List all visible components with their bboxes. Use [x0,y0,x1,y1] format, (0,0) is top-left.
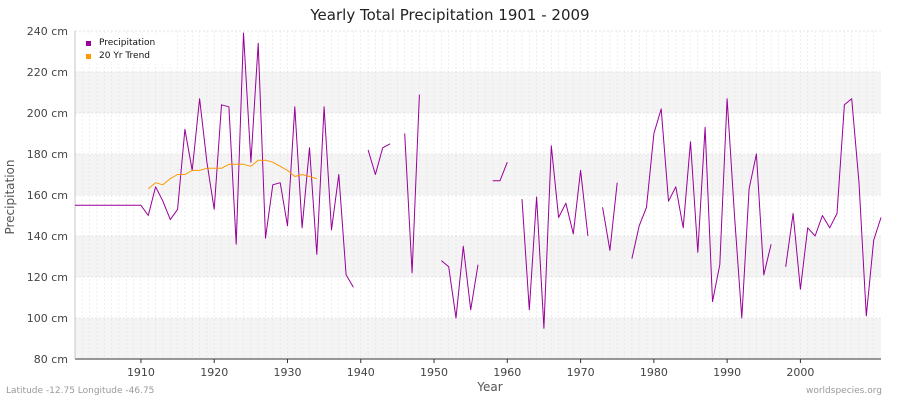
series-precipitation [75,32,882,329]
x-tick-label: 1970 [567,366,595,379]
chart-legend: Precipitation 20 Yr Trend [80,34,176,64]
legend-label-precipitation: Precipitation [99,38,156,48]
y-axis-label: Precipitation [3,159,17,235]
x-tick-label: 1980 [640,366,668,379]
series-line-segment [404,94,420,274]
series-line-segment [521,145,589,329]
series-line-segment [785,98,882,317]
y-tick-label: 180 cm [27,148,68,161]
y-tick-label: 140 cm [27,230,68,243]
y-tick-label: 100 cm [27,312,68,325]
source-credit: worldspecies.org [805,386,882,396]
x-tick-label: 1930 [273,366,301,379]
y-tick-label: 160 cm [27,189,68,202]
grid-lines [74,30,881,360]
series-line-segment [147,159,317,190]
y-tick-label: 240 cm [27,25,68,38]
series-lines [75,32,882,329]
x-tick-label: 1950 [420,366,448,379]
legend-swatch-precipitation [86,41,91,46]
series-trend [147,159,317,190]
legend-swatch-trend [86,54,91,59]
x-tick-label: 1940 [347,366,375,379]
x-tick-label: 1910 [127,366,155,379]
x-axis-label: Year [477,380,503,394]
series-line-segment [441,245,479,319]
series-line-segment [75,32,354,288]
y-tick-label: 120 cm [27,271,68,284]
x-tick-label: 1990 [713,366,741,379]
y-tick-label: 80 cm [34,353,68,366]
legend-label-trend: 20 Yr Trend [99,51,151,61]
x-tick-label: 2000 [786,366,814,379]
x-tick-label: 1920 [200,366,228,379]
series-line-segment [631,98,772,319]
x-tick-label: 1960 [493,366,521,379]
axes: 80 cm 100 cm 120 cm 140 cm 160 cm 180 cm 200 c… [27,25,881,379]
series-line-segment [492,162,508,182]
location-caption: Latitude -12.75 Longitude -46.75 [6,386,155,396]
y-tick-label: 220 cm [27,66,68,79]
chart-title: Yearly Total Precipitation 1901 - 2009 [310,6,590,24]
series-line-segment [367,143,391,175]
series-line-segment [602,182,618,251]
y-tick-label: 200 cm [27,107,68,120]
